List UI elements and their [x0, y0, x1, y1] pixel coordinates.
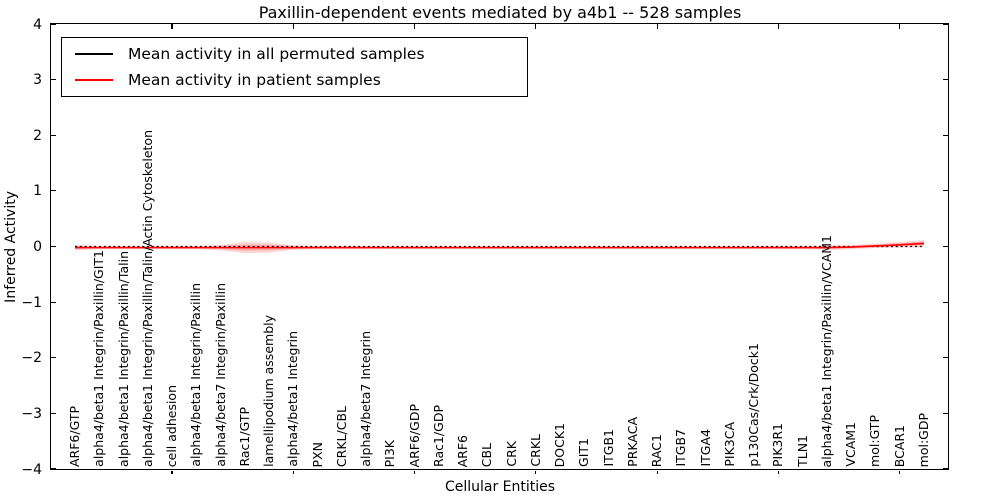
- x-tick-mark-bottom: [414, 470, 416, 474]
- chart-svg: [75, 240, 925, 254]
- x-category-label: ITGA4: [697, 429, 713, 467]
- x-category-label: alpha4/beta1 Integrin/Paxillin: [188, 283, 204, 467]
- legend-item-patient: Mean activity in patient samples: [75, 71, 527, 89]
- legend-item-permuted: Mean activity in all permuted samples: [75, 45, 527, 63]
- x-category-label: PXN: [309, 441, 325, 467]
- x-category-label: TLN1: [794, 435, 810, 467]
- legend-label: Mean activity in patient samples: [128, 70, 381, 89]
- x-tick-mark-bottom: [292, 470, 294, 474]
- x-category-label: CRK: [503, 441, 519, 467]
- x-tick-mark-bottom: [171, 470, 173, 474]
- y-tick-mark: [943, 134, 948, 136]
- y-tick-label: −4: [21, 461, 42, 478]
- x-tick-mark-top: [292, 24, 294, 29]
- x-category-label: ITGB1: [600, 429, 616, 467]
- y-tick-mark: [51, 468, 56, 470]
- y-tick-label: 4: [33, 16, 42, 33]
- x-category-label: CRKL: [527, 434, 543, 467]
- x-category-label: ARF6: [455, 434, 471, 467]
- y-tick-label: 2: [33, 127, 42, 144]
- x-category-label: BCAR1: [891, 424, 907, 467]
- y-tick-mark: [51, 23, 56, 25]
- y-tick-mark: [943, 468, 948, 470]
- y-tick-mark: [943, 245, 948, 248]
- x-category-label: CRKL/CBL: [333, 405, 349, 467]
- x-tick-mark-bottom: [656, 470, 658, 474]
- y-tick-mark: [51, 301, 56, 303]
- y-tick-mark: [943, 412, 948, 414]
- x-category-label: mol:GTP: [867, 415, 883, 467]
- x-category-label: PRKACA: [624, 417, 640, 467]
- y-tick-mark: [51, 134, 56, 136]
- y-tick-label: 1: [33, 183, 42, 200]
- x-category-label: PI3K: [382, 439, 398, 467]
- x-tick-mark-top: [777, 24, 780, 29]
- x-category-label: Rac1/GTP: [236, 407, 252, 467]
- x-category-label: alpha4/beta1 Integrin/Paxillin/VCAM1: [818, 234, 834, 467]
- y-tick-mark: [51, 190, 56, 192]
- y-tick-mark: [943, 79, 948, 81]
- x-category-label: alpha4/beta7 Integrin/Paxillin: [212, 283, 228, 467]
- x-tick-mark-bottom: [899, 470, 901, 474]
- x-axis-label: Cellular Entities: [444, 479, 556, 495]
- x-tick-mark-bottom: [535, 470, 537, 474]
- x-category-label: VCAM1: [843, 422, 859, 467]
- plot-area: Mean activity in all permuted samples Me…: [50, 23, 949, 474]
- x-tick-mark-top: [535, 24, 537, 29]
- y-tick-mark: [51, 79, 56, 81]
- x-category-label: ARF6/GTP: [67, 405, 82, 467]
- patient-confidence-band: [75, 240, 924, 254]
- y-tick-mark: [51, 412, 56, 414]
- permuted-line-swatch: [75, 53, 113, 56]
- x-tick-mark-top: [899, 24, 901, 29]
- y-tick-mark: [51, 357, 56, 359]
- x-tick-mark-top: [656, 24, 658, 29]
- x-tick-mark-bottom: [777, 470, 780, 474]
- y-tick-mark: [51, 245, 56, 248]
- legend-label: Mean activity in all permuted samples: [128, 45, 425, 64]
- x-category-label: PIK3CA: [721, 422, 737, 467]
- x-category-label: alpha4/beta1 Integrin/Paxillin/Talin/Act…: [139, 130, 155, 467]
- x-category-label: RAC1: [649, 433, 665, 467]
- x-category-label: cell adhesion: [164, 384, 180, 467]
- x-category-label: CBL: [479, 442, 495, 467]
- y-tick-label: −1: [21, 294, 42, 311]
- y-tick-label: −2: [21, 350, 42, 367]
- x-tick-mark-top: [414, 24, 416, 29]
- x-category-label: alpha4/beta1 Integrin/Paxillin/GIT1: [91, 250, 107, 467]
- chart-title: Paxillin-dependent events mediated by a4…: [258, 3, 742, 22]
- y-tick-mark: [943, 301, 948, 303]
- legend: Mean activity in all permuted samples Me…: [61, 37, 528, 97]
- x-category-label: lamellipodium assembly: [261, 315, 277, 467]
- x-category-label: Rac1/GDP: [430, 405, 446, 467]
- x-tick-mark-top: [171, 24, 173, 29]
- patient-series-line: [75, 242, 925, 249]
- y-tick-mark: [943, 23, 948, 25]
- x-category-label: ARF6/GDP: [406, 403, 422, 467]
- patient-line-swatch: [75, 78, 113, 81]
- y-tick-mark: [943, 190, 948, 192]
- x-category-label: alpha4/beta1 Integrin/Paxillin/Talin: [115, 251, 131, 467]
- y-tick-mark: [943, 357, 948, 359]
- x-category-label: alpha4/beta1 Integrin: [285, 331, 301, 467]
- x-category-label: p130Cas/Crk/Dock1: [746, 343, 762, 467]
- x-category-label: alpha4/beta7 Integrin: [358, 331, 374, 467]
- x-category-label: GIT1: [576, 438, 592, 467]
- y-tick-label: −3: [21, 405, 42, 422]
- x-category-label: mol:GDP: [916, 412, 931, 467]
- x-category-label: PIK3R1: [770, 422, 786, 467]
- x-category-label: ITGB7: [673, 429, 689, 467]
- y-tick-label: 0: [33, 239, 42, 255]
- y-tick-label: 3: [33, 72, 42, 89]
- x-category-label: DOCK1: [552, 422, 568, 467]
